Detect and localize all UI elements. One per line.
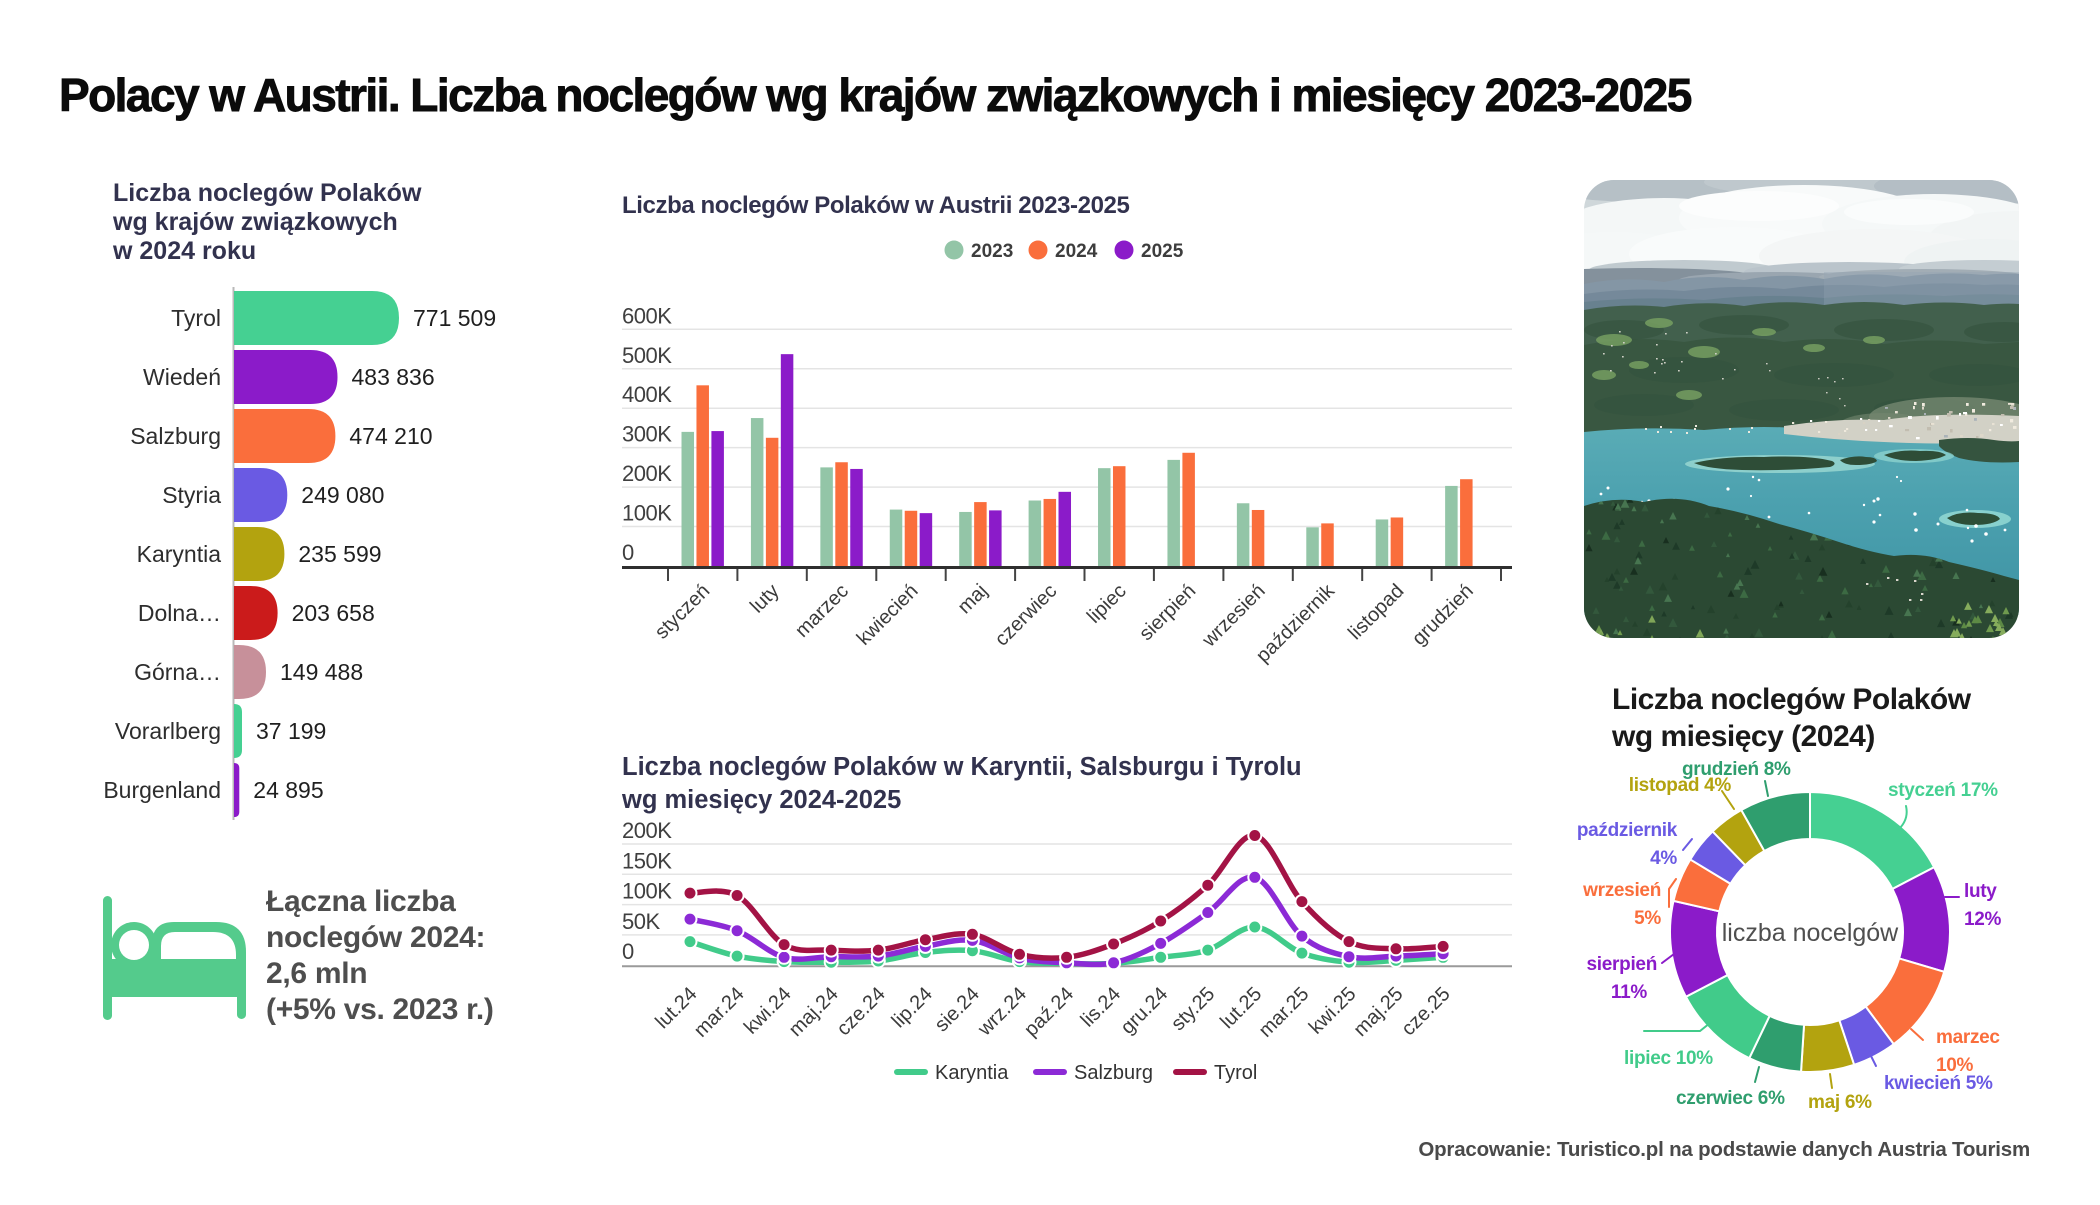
svg-text:Salzburg: Salzburg	[1074, 1062, 1153, 1084]
svg-text:37 199: 37 199	[256, 718, 326, 744]
svg-text:771 509: 771 509	[413, 305, 496, 331]
svg-text:luty: luty	[1964, 881, 1997, 902]
svg-text:Salzburg: Salzburg	[130, 423, 221, 449]
svg-text:Górna…: Górna…	[134, 659, 221, 685]
svg-text:Tyrol: Tyrol	[1214, 1062, 1257, 1084]
svg-text:600K: 600K	[622, 303, 672, 328]
svg-text:Opracowanie: Turistico.pl na p: Opracowanie: Turistico.pl na podstawie d…	[1418, 1138, 2030, 1161]
svg-text:Styria: Styria	[162, 482, 221, 508]
svg-text:Burgenland: Burgenland	[103, 777, 221, 803]
svg-text:Wiedeń: Wiedeń	[143, 364, 221, 390]
svg-text:Liczba noclegów Polaków w Kary: Liczba noclegów Polaków w Karyntii, Sals…	[622, 753, 1302, 781]
svg-text:2023: 2023	[971, 241, 1013, 262]
svg-text:Karyntia: Karyntia	[935, 1062, 1009, 1084]
svg-text:Łączna liczba: Łączna liczba	[266, 885, 456, 918]
svg-text:czerwiec 6%: czerwiec 6%	[1676, 1088, 1785, 1109]
svg-text:marzec: marzec	[1936, 1027, 2000, 1048]
svg-text:grudzień 8%: grudzień 8%	[1682, 759, 1791, 780]
svg-text:24 895: 24 895	[253, 777, 323, 803]
svg-text:listopad 4%: listopad 4%	[1629, 775, 1732, 796]
svg-text:Liczba noclegów Polaków w Aust: Liczba noclegów Polaków w Austrii 2023-2…	[622, 192, 1129, 219]
svg-text:474 210: 474 210	[349, 423, 432, 449]
svg-text:sierpień: sierpień	[1587, 954, 1657, 975]
svg-text:noclegów 2024:: noclegów 2024:	[266, 921, 485, 954]
svg-text:200K: 200K	[622, 818, 672, 843]
svg-text:11%: 11%	[1611, 982, 1647, 1003]
svg-text:400K: 400K	[622, 382, 672, 407]
svg-text:203 658: 203 658	[292, 600, 375, 626]
svg-text:4%: 4%	[1650, 848, 1677, 869]
svg-text:Polacy w Austrii. Liczba nocle: Polacy w Austrii. Liczba noclegów wg kra…	[59, 69, 1692, 121]
svg-text:149 488: 149 488	[280, 659, 363, 685]
svg-text:Liczba noclegów Polaków: Liczba noclegów Polaków	[113, 179, 422, 207]
svg-text:300K: 300K	[622, 422, 672, 447]
svg-text:2025: 2025	[1141, 241, 1184, 262]
svg-text:Karyntia: Karyntia	[137, 541, 222, 567]
svg-text:maj 6%: maj 6%	[1808, 1092, 1872, 1113]
svg-text:235 599: 235 599	[298, 541, 381, 567]
svg-text:w 2024 roku: w 2024 roku	[112, 237, 256, 265]
svg-text:kwiecień 5%: kwiecień 5%	[1884, 1073, 1993, 1094]
svg-text:Vorarlberg: Vorarlberg	[115, 718, 221, 744]
svg-text:12%: 12%	[1964, 909, 2002, 930]
svg-text:Dolna…: Dolna…	[138, 600, 221, 626]
svg-text:100K: 100K	[622, 501, 672, 526]
svg-text:wrzesień: wrzesień	[1582, 880, 1661, 901]
svg-text:200K: 200K	[622, 461, 672, 486]
svg-text:styczeń 17%: styczeń 17%	[1888, 780, 1998, 801]
svg-text:lipiec 10%: lipiec 10%	[1624, 1048, 1713, 1069]
svg-text:wg krajów związkowych: wg krajów związkowych	[112, 208, 398, 236]
svg-text:wg miesięcy 2024-2025: wg miesięcy 2024-2025	[621, 786, 901, 814]
svg-text:249 080: 249 080	[301, 482, 384, 508]
svg-text:(+5% vs. 2023 r.): (+5% vs. 2023 r.)	[266, 993, 494, 1026]
svg-text:wg miesięcy (2024): wg miesięcy (2024)	[1611, 720, 1875, 753]
svg-text:2024: 2024	[1055, 241, 1098, 262]
svg-text:liczba nocelgów: liczba nocelgów	[1722, 919, 1899, 947]
svg-text:483 836: 483 836	[352, 364, 435, 390]
svg-text:10%: 10%	[1936, 1055, 1974, 1076]
svg-text:Liczba noclegów Polaków: Liczba noclegów Polaków	[1612, 683, 1972, 716]
svg-text:5%: 5%	[1634, 908, 1661, 929]
svg-text:100K: 100K	[622, 879, 672, 904]
svg-text:Tyrol: Tyrol	[171, 305, 221, 331]
svg-text:50K: 50K	[622, 909, 660, 934]
svg-text:0: 0	[622, 939, 634, 964]
svg-text:2,6 mln: 2,6 mln	[266, 957, 367, 990]
svg-text:500K: 500K	[622, 343, 672, 368]
svg-text:150K: 150K	[622, 848, 672, 873]
svg-text:0: 0	[622, 540, 634, 565]
svg-text:październik: październik	[1577, 820, 1678, 841]
